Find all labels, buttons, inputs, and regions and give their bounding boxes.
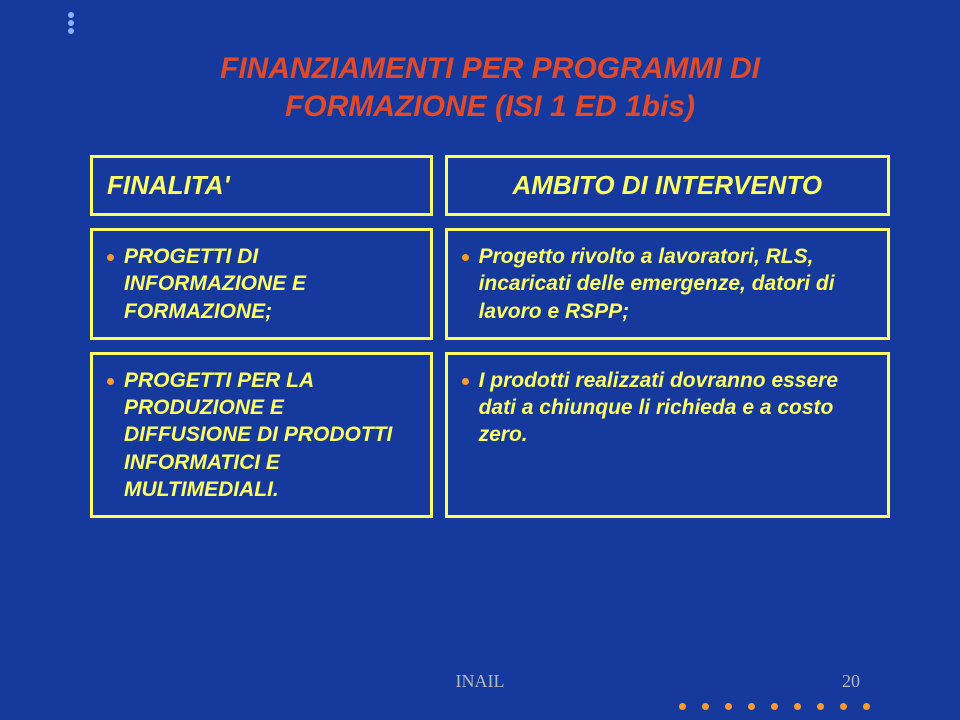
slide: FINANZIAMENTI PER PROGRAMMI DI FORMAZION… [0, 0, 960, 720]
title-line-1: FINANZIAMENTI PER PROGRAMMI DI [90, 50, 890, 88]
header-right-text: AMBITO DI INTERVENTO [512, 170, 822, 200]
header-left-cell: FINALITA' [90, 155, 433, 216]
decorative-dot-icon [840, 703, 847, 710]
decorative-dot-icon [863, 703, 870, 710]
row1-left-cell: PROGETTI DI INFORMAZIONE E FORMAZIONE; [90, 228, 433, 340]
decorative-dot-icon [702, 703, 709, 710]
row1-right-cell: Progetto rivolto a lavoratori, RLS, inca… [445, 228, 890, 340]
page-number: 20 [842, 671, 860, 692]
slide-title: FINANZIAMENTI PER PROGRAMMI DI FORMAZION… [90, 50, 890, 125]
row1-left-text: PROGETTI DI INFORMAZIONE E FORMAZIONE; [124, 243, 416, 325]
list-item: PROGETTI DI INFORMAZIONE E FORMAZIONE; [107, 243, 416, 325]
list-item: PROGETTI PER LA PRODUZIONE E DIFFUSIONE … [107, 367, 416, 503]
bullet-icon [107, 378, 114, 385]
header-right-cell: AMBITO DI INTERVENTO [445, 155, 890, 216]
decorative-dot-icon [725, 703, 732, 710]
decorative-dot-icon [68, 12, 74, 18]
decorative-dot-icon [68, 20, 74, 26]
list-item: I prodotti realizzati dovranno essere da… [462, 367, 873, 449]
bullet-icon [107, 254, 114, 261]
footer-label: INAIL [456, 671, 505, 692]
bottom-decorative-dots [679, 703, 870, 710]
decorative-dot-icon [794, 703, 801, 710]
footer: INAIL 20 [0, 671, 960, 692]
list-item: Progetto rivolto a lavoratori, RLS, inca… [462, 243, 873, 325]
title-line-2: FORMAZIONE (ISI 1 ED 1bis) [90, 88, 890, 126]
row2-left-cell: PROGETTI PER LA PRODUZIONE E DIFFUSIONE … [90, 352, 433, 518]
row2-right-text: I prodotti realizzati dovranno essere da… [479, 367, 873, 449]
row2-left-text: PROGETTI PER LA PRODUZIONE E DIFFUSIONE … [124, 367, 416, 503]
bullet-icon [462, 254, 469, 261]
decorative-dot-icon [817, 703, 824, 710]
content-table: FINALITA' AMBITO DI INTERVENTO PROGETTI … [90, 155, 890, 518]
row2-right-cell: I prodotti realizzati dovranno essere da… [445, 352, 890, 518]
decorative-dot-icon [748, 703, 755, 710]
decorative-dot-icon [679, 703, 686, 710]
decorative-dot-icon [68, 28, 74, 34]
header-left-text: FINALITA' [107, 170, 230, 200]
bullet-icon [462, 378, 469, 385]
row1-right-text: Progetto rivolto a lavoratori, RLS, inca… [479, 243, 873, 325]
top-decorative-bullets [68, 12, 74, 34]
decorative-dot-icon [771, 703, 778, 710]
